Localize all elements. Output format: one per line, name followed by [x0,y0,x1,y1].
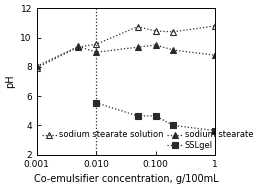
Y-axis label: pH: pH [5,75,15,88]
sodium stearate solution [35,67,38,69]
Legend: sodium stearate solution, , sodium stearate gel, SSLgel: sodium stearate solution, , sodium stear… [41,130,254,151]
sodium stearate gel [153,44,156,46]
sodium stearate gel [35,65,38,67]
sodium stearate solution [136,26,139,28]
SSLgel [153,115,156,117]
SSLgel [213,129,216,132]
sodium stearate solution [213,25,216,27]
SSLgel [136,115,139,117]
sodium stearate solution [94,43,97,45]
sodium stearate solution [76,46,80,48]
sodium stearate gel [136,46,139,48]
sodium stearate solution [153,30,156,32]
SSLgel [94,102,97,104]
Line: sodium stearate gel: sodium stearate gel [34,42,217,69]
sodium stearate gel [76,45,80,48]
sodium stearate gel [94,51,97,53]
SSLgel [171,124,174,127]
sodium stearate solution [171,31,174,33]
Line: sodium stearate solution: sodium stearate solution [34,23,217,70]
sodium stearate gel [171,49,174,51]
Line: SSLgel: SSLgel [93,100,217,133]
X-axis label: Co-emulsifier concentration, g/100mL: Co-emulsifier concentration, g/100mL [34,174,217,184]
sodium stearate gel [213,54,216,56]
